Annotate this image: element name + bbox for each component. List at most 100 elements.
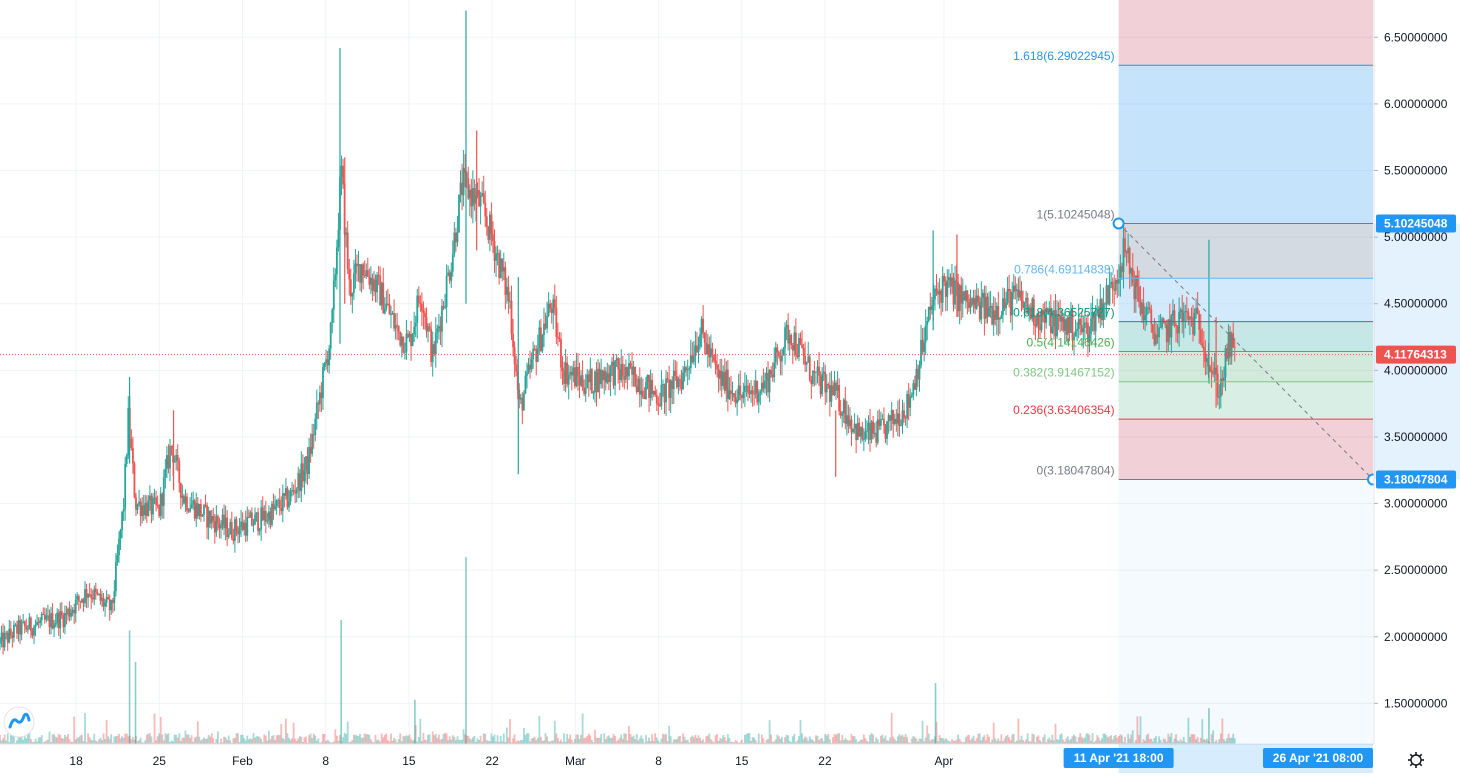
candle-body[interactable] (753, 393, 756, 395)
candle-body[interactable] (111, 599, 114, 604)
candle-body[interactable] (944, 282, 947, 297)
candle-body[interactable] (711, 348, 714, 356)
candle-body[interactable] (1037, 315, 1040, 325)
candle-body[interactable] (442, 306, 445, 308)
candle-body[interactable] (62, 615, 65, 628)
candle-body[interactable] (326, 359, 329, 366)
candle-body[interactable] (836, 385, 839, 391)
candle-body[interactable] (342, 165, 344, 185)
candle-body[interactable] (264, 510, 267, 522)
candle-body[interactable] (614, 360, 616, 386)
candle-body[interactable] (104, 602, 106, 607)
candle-body[interactable] (1181, 309, 1184, 323)
candle-body[interactable] (17, 620, 20, 634)
candle-body[interactable] (390, 314, 392, 316)
candle-body[interactable] (750, 390, 752, 395)
candle-body[interactable] (413, 326, 416, 335)
candle-body[interactable] (149, 495, 151, 501)
candle-body[interactable] (144, 502, 147, 516)
candle-body[interactable] (1105, 285, 1108, 304)
candle-body[interactable] (1049, 308, 1052, 334)
candle-body[interactable] (626, 367, 629, 377)
candle-body[interactable] (1229, 332, 1232, 357)
candle-body[interactable] (657, 403, 660, 406)
candle-body[interactable] (762, 382, 765, 389)
candle-body[interactable] (1071, 310, 1074, 341)
candle-body[interactable] (289, 490, 292, 502)
candle-body[interactable] (0, 640, 1, 644)
candle-body[interactable] (586, 374, 589, 389)
candle-body[interactable] (203, 504, 205, 515)
candle-body[interactable] (1063, 319, 1066, 331)
candle-body[interactable] (838, 385, 841, 412)
candle-body[interactable] (2, 632, 4, 648)
candle-body[interactable] (8, 628, 11, 643)
candle-body[interactable] (1074, 330, 1077, 337)
candle-body[interactable] (963, 291, 966, 301)
candle-body[interactable] (951, 277, 953, 287)
candle-body[interactable] (1114, 279, 1117, 291)
candle-body[interactable] (1130, 268, 1133, 274)
candle-body[interactable] (1224, 348, 1227, 378)
candle-body[interactable] (655, 395, 658, 404)
candle-body[interactable] (76, 595, 79, 600)
candle-body[interactable] (645, 382, 647, 399)
candle-body[interactable] (315, 402, 318, 419)
candle-body[interactable] (462, 168, 465, 196)
candle-body[interactable] (459, 182, 462, 195)
candle-body[interactable] (828, 385, 831, 402)
candle-body[interactable] (923, 342, 926, 352)
candle-body[interactable] (294, 491, 297, 494)
candle-body[interactable] (170, 445, 173, 447)
candle-body[interactable] (759, 391, 762, 394)
candle-body[interactable] (776, 347, 779, 353)
candle-body[interactable] (1012, 285, 1015, 293)
candle-body[interactable] (604, 371, 607, 383)
candle-body[interactable] (1124, 238, 1126, 253)
candle-body[interactable] (1182, 312, 1185, 323)
candle-body[interactable] (869, 422, 871, 440)
candle-body[interactable] (479, 195, 482, 207)
candle-body[interactable] (57, 612, 60, 629)
fib-lines[interactable]: 1.618(6.29022945)1(5.10245048)0.786(4.69… (1013, 49, 1379, 486)
candle-body[interactable] (998, 318, 1001, 320)
candle-body[interactable] (1122, 238, 1125, 272)
candle-body[interactable] (1108, 284, 1111, 305)
candle-body[interactable] (85, 589, 88, 598)
candle-body[interactable] (357, 264, 360, 267)
candle-body[interactable] (533, 348, 536, 350)
candle-body[interactable] (728, 390, 731, 399)
candle-body[interactable] (132, 447, 134, 464)
candle-body[interactable] (291, 489, 293, 491)
candle-body[interactable] (930, 305, 933, 310)
candle-body[interactable] (702, 318, 705, 333)
candle-body[interactable] (484, 202, 487, 217)
candle-body[interactable] (54, 623, 57, 625)
candle-body[interactable] (439, 326, 442, 332)
candle-body[interactable] (910, 395, 913, 397)
candle-body[interactable] (782, 348, 785, 356)
candle-body[interactable] (141, 505, 144, 517)
candle-body[interactable] (747, 385, 749, 393)
candle-body[interactable] (1128, 247, 1131, 274)
candle-body[interactable] (889, 415, 892, 421)
candle-body[interactable] (393, 313, 395, 329)
candle-body[interactable] (876, 419, 879, 443)
candle-body[interactable] (1125, 252, 1128, 254)
candle-body[interactable] (359, 264, 361, 283)
candle-body[interactable] (241, 521, 244, 531)
candle-body[interactable] (901, 410, 904, 425)
candle-body[interactable] (643, 396, 646, 399)
candle-body[interactable] (649, 379, 652, 398)
candle-body[interactable] (444, 307, 446, 309)
candle-body[interactable] (1008, 288, 1011, 292)
candle-body[interactable] (377, 274, 380, 276)
candle-body[interactable] (842, 399, 845, 414)
candle-body[interactable] (1131, 268, 1134, 284)
candle-body[interactable] (229, 521, 232, 535)
candle-body[interactable] (677, 379, 680, 388)
candle-body[interactable] (845, 415, 848, 424)
candle-body[interactable] (380, 282, 383, 306)
candle-body[interactable] (628, 363, 630, 377)
candle-body[interactable] (997, 306, 1000, 320)
